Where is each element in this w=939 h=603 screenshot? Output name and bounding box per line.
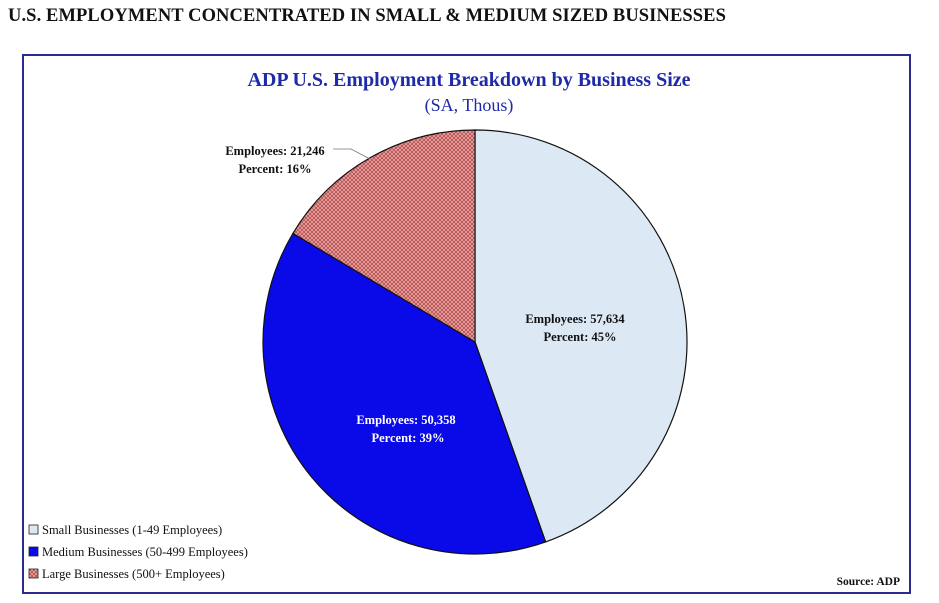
slice-label-large-percent: Percent: 16% (238, 162, 311, 176)
slice-label-small-percent: Percent: 45% (543, 330, 616, 344)
page-title: U.S. EMPLOYMENT CONCENTRATED IN SMALL & … (8, 6, 726, 26)
legend-label-medium: Medium Businesses (50-499 Employees) (42, 545, 248, 559)
slice-label-medium-percent: Percent: 39% (371, 431, 444, 445)
legend-item-small: Small Businesses (1-49 Employees) (28, 523, 222, 537)
legend-item-large: Large Businesses (500+ Employees) (28, 567, 225, 581)
slice-label-small: Employees: 57,634 Percent: 45% (525, 312, 625, 344)
leader-line (333, 148, 371, 160)
chart-title: ADP U.S. Employment Breakdown by Busines… (247, 69, 690, 91)
legend-item-medium: Medium Businesses (50-499 Employees) (28, 545, 248, 559)
legend-label-small: Small Businesses (1-49 Employees) (42, 523, 222, 537)
slice-label-small-employees: Employees: 57,634 (525, 312, 625, 326)
slice-label-medium-employees: Employees: 50,358 (356, 413, 455, 427)
legend: Small Businesses (1-49 Employees) Medium… (28, 523, 248, 581)
pie-slice-medium (262, 232, 547, 555)
pie-slices (262, 129, 688, 555)
legend-swatch-medium (28, 546, 39, 557)
chart-subtitle: (SA, Thous) (425, 95, 514, 116)
pie-slice-small (474, 129, 688, 543)
slice-label-large: Employees: 21,246 Percent: 16% (225, 144, 324, 176)
legend-swatch-large (28, 568, 39, 579)
pie-slice-large (292, 129, 476, 344)
source-note: Source: ADP (837, 576, 900, 588)
slice-label-large-employees: Employees: 21,246 (225, 144, 324, 158)
legend-label-large: Large Businesses (500+ Employees) (42, 567, 225, 581)
slice-label-medium: Employees: 50,358 Percent: 39% (356, 413, 455, 445)
legend-swatch-small (28, 524, 39, 535)
